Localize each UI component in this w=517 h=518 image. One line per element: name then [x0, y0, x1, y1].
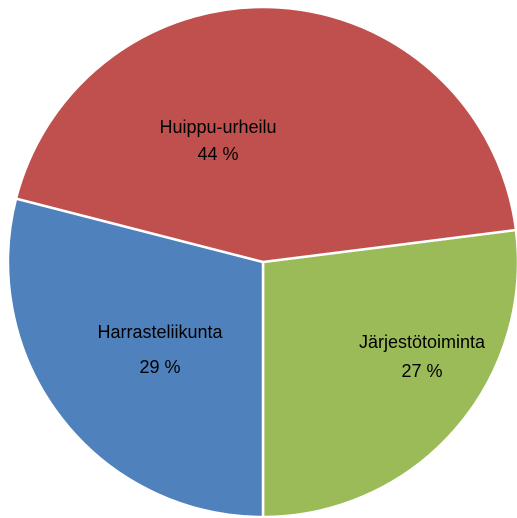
slice-label: Järjestötoiminta	[359, 332, 486, 352]
pie-slice	[14, 5, 517, 264]
slice-value-label: 44 %	[197, 144, 238, 164]
slice-value-label: 29 %	[139, 357, 180, 377]
pie-slice	[6, 197, 265, 518]
slice-value-label: 27 %	[401, 361, 442, 381]
pie-slice	[261, 228, 517, 518]
slice-label: Harrasteliikunta	[97, 322, 223, 342]
slice-label: Huippu-urheilu	[159, 117, 276, 137]
